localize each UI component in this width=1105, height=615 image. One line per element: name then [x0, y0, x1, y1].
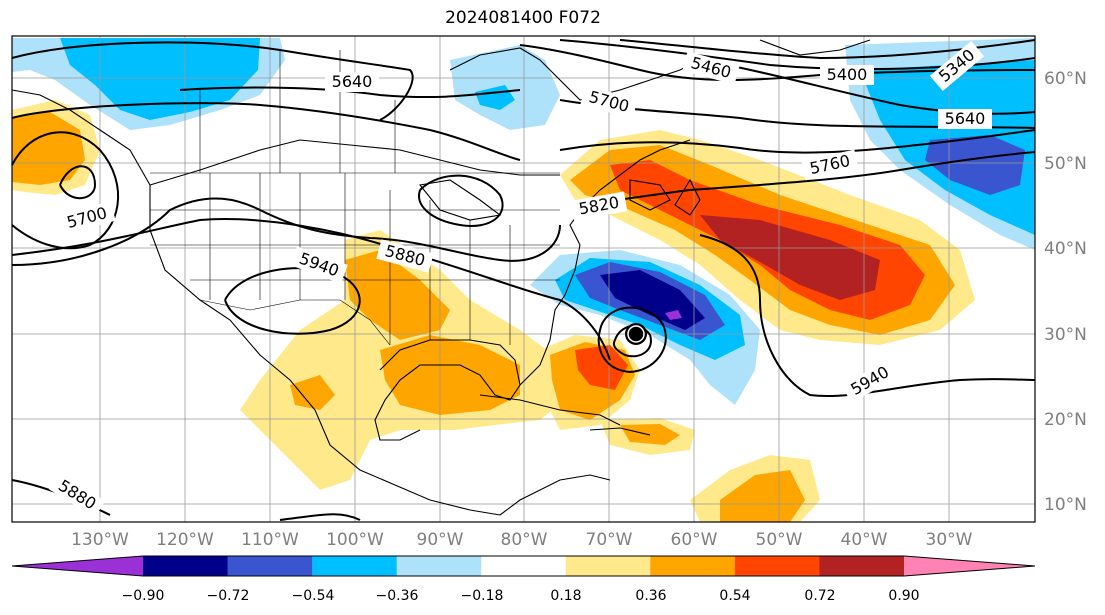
chart-title: 2024081400 F072 — [445, 8, 601, 28]
coastlines — [11, 39, 871, 516]
colorbar-segment — [734, 556, 820, 576]
lat-label: 20°N — [1044, 410, 1087, 430]
lon-label: 60°W — [671, 530, 718, 550]
colorbar-segment — [227, 556, 313, 576]
colorbar-tick-label: 0.36 — [635, 588, 666, 604]
colorbar-tick-label: 0.54 — [719, 588, 750, 604]
colorbar-extend-low — [12, 556, 143, 576]
colorbar-outline — [11, 555, 1036, 577]
colorbar-segments — [11, 555, 1036, 577]
lon-label: 70°W — [586, 530, 633, 550]
colorbar-segment — [819, 556, 905, 576]
lat-label: 60°N — [1044, 69, 1087, 89]
lon-label: 120°W — [156, 530, 214, 550]
colorbar-extend-high — [904, 556, 1035, 576]
colorbar-segment — [143, 556, 229, 576]
colorbar-segment — [312, 556, 398, 576]
lon-label: 50°W — [756, 530, 803, 550]
colorbar-tick-label: 0.18 — [550, 588, 581, 604]
colorbar-segment — [481, 556, 567, 576]
colorbar-segment — [565, 556, 651, 576]
colorbar-tick-label: −0.36 — [376, 588, 419, 604]
plot-frame — [11, 35, 1036, 523]
lon-label: 110°W — [241, 530, 299, 550]
contour-labels: 5640 5700 5460 5400 5340 5640 5760 5820 … — [48, 40, 992, 518]
anomaly-shading — [12, 38, 1035, 522]
colorbar-tick-label: 0.72 — [804, 588, 835, 604]
colorbar-tick-labels: −0.90 −0.72 −0.54 −0.36 −0.18 0.18 0.36 … — [122, 588, 920, 604]
colorbar-segment — [396, 556, 482, 576]
height-contours — [11, 39, 1036, 521]
graticule — [12, 36, 1035, 522]
political-borders — [150, 50, 560, 346]
lat-label: 10°N — [1044, 495, 1087, 515]
longitude-labels: 130°W 120°W 110°W 100°W 90°W 80°W 70°W 6… — [71, 530, 973, 550]
lon-label: 30°W — [926, 530, 973, 550]
lon-label: 40°W — [841, 530, 888, 550]
lon-label: 130°W — [71, 530, 129, 550]
colorbar-tick-label: 0.90 — [888, 588, 919, 604]
contour-label: 5400 — [827, 65, 868, 84]
lat-label: 50°N — [1044, 154, 1087, 174]
lat-label: 30°N — [1044, 325, 1087, 345]
contour-label: 5640 — [332, 72, 373, 91]
latitude-labels: 60°N 50°N 40°N 30°N 20°N 10°N — [1044, 69, 1087, 515]
contour-label: 5640 — [945, 109, 986, 128]
colorbar-tick-label: −0.90 — [122, 588, 165, 604]
lat-label: 40°N — [1044, 239, 1087, 259]
lon-label: 90°W — [417, 530, 464, 550]
lon-label: 100°W — [326, 530, 384, 550]
colorbar-tick-label: −0.72 — [207, 588, 250, 604]
colorbar-tick-label: −0.54 — [292, 588, 335, 604]
colorbar-segment — [650, 556, 736, 576]
storm-position-marker — [625, 323, 647, 345]
lon-label: 80°W — [501, 530, 548, 550]
colorbar-tick-label: −0.18 — [461, 588, 504, 604]
